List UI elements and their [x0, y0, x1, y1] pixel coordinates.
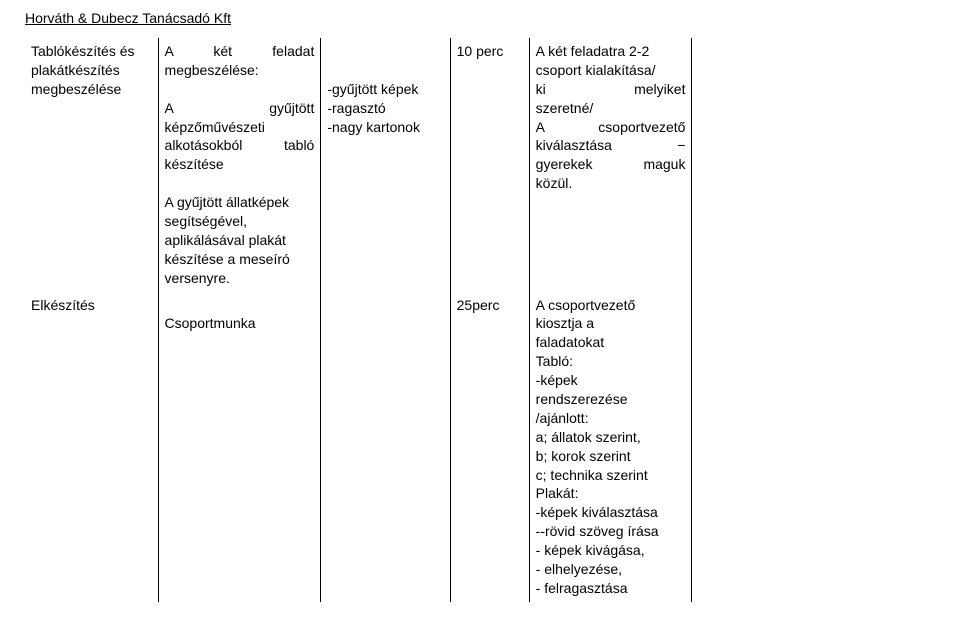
text: rendszerezése — [536, 390, 686, 409]
text: aplikálásával plakát — [165, 231, 315, 250]
text: − — [677, 137, 685, 153]
spacer — [327, 42, 443, 61]
text: kiválasztása − — [536, 136, 686, 155]
page-header: Horváth & Dubecz Tanácsadó Kft — [25, 10, 934, 26]
cell-description: Csoportmunka — [158, 292, 321, 602]
text: A gyűjtött állatképek — [165, 193, 315, 212]
cell-empty — [692, 292, 934, 602]
cell-description: A két feladat megbeszélése: A gyűjtött k… — [158, 38, 321, 292]
text: c; technika szerint — [536, 466, 686, 485]
text: megbeszélése — [31, 80, 152, 99]
text: alkotásokból tabló — [165, 136, 315, 155]
text: tabló — [284, 137, 314, 153]
text: csoportvezető — [598, 119, 685, 135]
text: Elkészítés — [31, 296, 152, 315]
cell-notes: A csoportvezető kiosztja a faladatokat T… — [529, 292, 692, 602]
spacer — [327, 61, 443, 80]
text: gyűjtött — [269, 100, 314, 116]
text: alkotásokból — [165, 137, 243, 153]
cell-time: 25perc — [450, 292, 529, 602]
text: -nagy kartonok — [327, 118, 443, 137]
text: -ragasztó — [327, 99, 443, 118]
text: a; állatok szerint, — [536, 428, 686, 447]
text: ki — [536, 81, 546, 97]
text: ki melyiket — [536, 80, 686, 99]
text: plakátkészítés — [31, 61, 152, 80]
table-row: Elkészítés Csoportmunka 25perc A csoport… — [25, 292, 934, 602]
text: -gyűjtött képek — [327, 80, 443, 99]
table-row: Tablókészítés és plakátkészítés megbeszé… — [25, 38, 934, 292]
cell-time: 10 perc — [450, 38, 529, 292]
text: készítése a meseíró — [165, 250, 315, 269]
spacer — [165, 296, 315, 315]
content-table: Tablókészítés és plakátkészítés megbeszé… — [25, 38, 934, 602]
spacer — [165, 174, 315, 193]
text: maguk — [643, 156, 685, 172]
spacer — [165, 80, 315, 99]
cell-topic: Tablókészítés és plakátkészítés megbeszé… — [25, 38, 158, 292]
text: szeretné/ — [536, 99, 686, 118]
text: - felragasztása — [536, 579, 686, 598]
text: A két feladatra 2-2 — [536, 42, 686, 61]
text: megbeszélése: — [165, 61, 315, 80]
text: segítségével, — [165, 212, 315, 231]
text: A gyűjtött — [165, 99, 315, 118]
text: --rövid szöveg írása — [536, 522, 686, 541]
cell-notes: A két feladatra 2-2 csoport kialakítása/… — [529, 38, 692, 292]
text: 10 perc — [457, 42, 523, 61]
text: A — [165, 43, 174, 59]
cell-materials — [321, 292, 450, 602]
text: b; korok szerint — [536, 447, 686, 466]
text: - elhelyezése, — [536, 560, 686, 579]
text: A csoportvezető — [536, 296, 686, 315]
text: közül. — [536, 174, 686, 193]
text: - képek kivágása, — [536, 541, 686, 560]
text: A két feladat — [165, 42, 315, 61]
cell-empty — [692, 38, 934, 292]
text: faladatokat — [536, 333, 686, 352]
text: Tabló: — [536, 352, 686, 371]
text: két — [213, 43, 232, 59]
cell-topic: Elkészítés — [25, 292, 158, 602]
text: A — [536, 119, 545, 135]
text: gyerekek — [536, 156, 593, 172]
text: /ajánlott: — [536, 409, 686, 428]
text: feladat — [272, 43, 314, 59]
text: gyerekek maguk — [536, 155, 686, 174]
text: kiosztja a — [536, 314, 686, 333]
text: Plakát: — [536, 484, 686, 503]
text: melyiket — [634, 81, 685, 97]
text: készítése — [165, 155, 315, 174]
page: Horváth & Dubecz Tanácsadó Kft Tablókész… — [0, 0, 959, 637]
text: -képek kiválasztása — [536, 503, 686, 522]
text: Tablókészítés és — [31, 42, 152, 61]
text: A csoportvezető — [536, 118, 686, 137]
text: kiválasztása — [536, 137, 612, 153]
text: csoport kialakítása/ — [536, 61, 686, 80]
cell-materials: -gyűjtött képek -ragasztó -nagy kartonok — [321, 38, 450, 292]
text: 25perc — [457, 296, 523, 315]
text: Csoportmunka — [165, 314, 315, 333]
text: A — [165, 100, 174, 116]
text: -képek — [536, 371, 686, 390]
text: képzőművészeti — [165, 118, 315, 137]
text: versenyre. — [165, 269, 315, 288]
